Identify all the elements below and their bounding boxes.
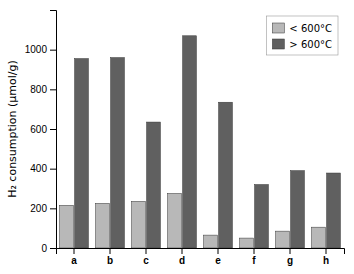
legend-label: > 600°C (289, 39, 332, 50)
y-tick-label: 800 (30, 84, 47, 95)
x-tick: e (215, 248, 221, 266)
bar (291, 171, 305, 248)
y-tick: 600 (30, 124, 56, 135)
chart: 0 200 400 600 800 1000 a b c d e f g h < 600°C > 600°C H… (0, 0, 354, 274)
plot: 0 200 400 600 800 1000 a b c d e f g h < 600°C > 600°C (25, 11, 345, 267)
bar (168, 193, 182, 248)
y-axis: 0 200 400 600 800 1000 (25, 11, 57, 254)
bar (75, 59, 89, 248)
x-tick-label: h (323, 255, 329, 266)
x-tick-label: f (252, 255, 256, 266)
x-tick: b (107, 248, 113, 266)
x-tick-label: c (143, 255, 149, 266)
bar (147, 122, 161, 248)
x-tick-label: a (71, 255, 77, 266)
x-tick: g (287, 248, 293, 266)
y-axis-line (50, 11, 57, 249)
y-axis-title: H₂ consumption (μmol/g) (6, 60, 19, 198)
bar (60, 205, 74, 248)
bar (219, 102, 233, 248)
x-tick-mark (146, 248, 147, 254)
legend-swatch (272, 39, 284, 49)
bar-series (75, 36, 341, 248)
bar (255, 185, 269, 248)
y-tick-label: 600 (30, 124, 47, 135)
bar (111, 58, 125, 248)
y-tick: 200 (30, 203, 56, 214)
y-tick-label: 1000 (25, 44, 48, 55)
y-tick-mark (50, 169, 56, 170)
x-axis-line (57, 249, 345, 255)
x-tick-mark (182, 248, 183, 254)
x-tick: h (323, 248, 329, 266)
x-tick-label: b (107, 255, 113, 266)
x-tick: c (143, 248, 149, 266)
x-tick-mark (326, 248, 327, 254)
x-tick-label: g (287, 255, 293, 266)
bar (204, 235, 218, 248)
legend-item: > 600°C (272, 39, 332, 50)
y-tick: 0 (41, 243, 56, 254)
bar (96, 203, 110, 248)
y-tick-mark (50, 248, 56, 249)
bars (60, 36, 341, 248)
bar (312, 227, 326, 248)
bar (132, 201, 146, 248)
y-tick-label: 200 (30, 203, 47, 214)
y-tick-mark (50, 208, 56, 209)
y-tick-mark (50, 89, 56, 90)
x-tick: f (252, 248, 256, 266)
bar (240, 238, 254, 248)
y-tick-mark (50, 129, 56, 130)
y-tick-mark (50, 50, 56, 51)
legend: < 600°C > 600°C (266, 16, 338, 55)
x-tick: d (179, 248, 185, 266)
x-tick-label: d (179, 255, 185, 266)
y-tick: 1000 (25, 44, 56, 55)
x-tick-mark (110, 248, 111, 254)
bar (276, 231, 290, 248)
x-tick-label: e (215, 255, 221, 266)
y-tick: 800 (30, 84, 56, 95)
x-tick-mark (254, 248, 255, 254)
x-tick-mark (74, 248, 75, 254)
legend-item: < 600°C (272, 23, 332, 34)
bar (327, 173, 341, 248)
legend-box (266, 16, 338, 55)
bar (183, 36, 197, 248)
x-tick-mark (218, 248, 219, 254)
y-tick: 400 (30, 163, 56, 174)
legend-label: < 600°C (289, 23, 332, 34)
y-tick-label: 400 (30, 163, 47, 174)
x-axis: a b c d e f g h (57, 248, 345, 266)
y-tick-label: 0 (41, 243, 47, 254)
legend-swatch (272, 23, 284, 33)
x-tick: a (71, 248, 77, 266)
x-tick-mark (290, 248, 291, 254)
